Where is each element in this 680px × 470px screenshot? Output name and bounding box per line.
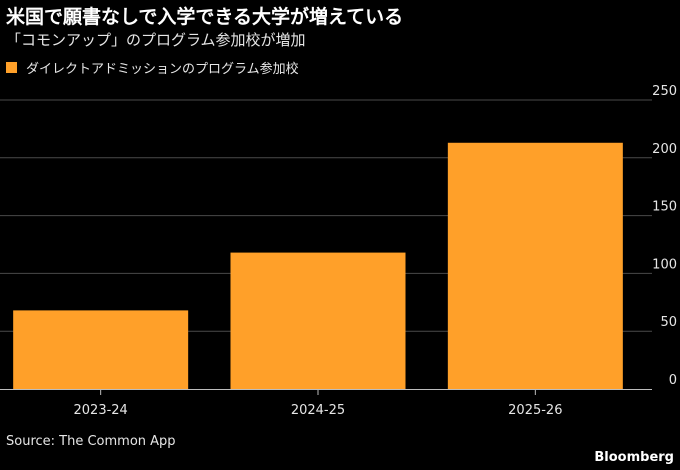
y-tick-label: 100 — [652, 257, 677, 272]
legend: ダイレクトアドミッションのプログラム参加校 — [6, 58, 299, 77]
chart-subtitle: 「コモンアップ」のプログラム参加校が増加 — [6, 31, 306, 49]
bar-2023-24 — [13, 310, 189, 389]
source-note: Source: The Common App — [6, 434, 176, 449]
y-tick-label: 250 — [652, 84, 677, 99]
legend-swatch — [6, 62, 17, 73]
y-tick-label: 200 — [652, 142, 677, 157]
x-tick-label: 2025-26 — [508, 403, 562, 418]
y-tick-label: 50 — [660, 315, 677, 330]
x-tick-label: 2023-24 — [74, 403, 128, 418]
bloomberg-logo: Bloomberg — [594, 450, 674, 465]
x-tick-label: 2024-25 — [291, 403, 345, 418]
y-tick-label: 150 — [652, 200, 677, 215]
y-tick-label: 0 — [669, 373, 677, 388]
bar-2025-26 — [447, 142, 623, 389]
chart-title: 米国で願書なしで入学できる大学が増えている — [6, 6, 404, 28]
bar-2024-25 — [230, 252, 406, 389]
legend-label: ダイレクトアドミッションのプログラム参加校 — [26, 62, 299, 77]
